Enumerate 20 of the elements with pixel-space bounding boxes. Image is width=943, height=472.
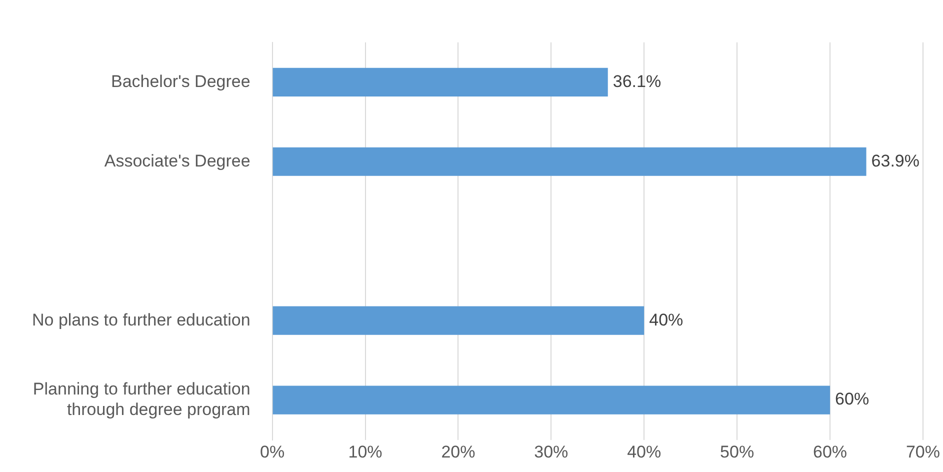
x-tick-label: 20% — [441, 442, 476, 462]
bar — [272, 68, 608, 96]
data-label: 36.1% — [612, 72, 662, 91]
y-tick-label: No plans to further education — [32, 310, 250, 330]
data-label: 63.9% — [871, 151, 920, 170]
x-tick-label: 50% — [720, 442, 754, 462]
data-label: 40% — [649, 310, 684, 330]
x-tick-label: 60% — [813, 442, 848, 462]
bar — [272, 306, 644, 335]
y-tick-label: Associate's Degree — [104, 151, 250, 170]
bar — [272, 147, 866, 176]
y-tick-label: Planning to further education through degree program — [32, 380, 250, 419]
y-tick-label: Bachelor's Degree — [110, 72, 250, 91]
x-tick-label: 40% — [627, 442, 662, 462]
data-label: 60% — [835, 390, 870, 409]
x-tick-label: 30% — [534, 442, 568, 462]
x-tick-label: 0% — [260, 442, 285, 462]
x-tick-label: 10% — [348, 442, 382, 462]
bar — [272, 386, 830, 414]
x-tick-label: 70% — [906, 442, 940, 462]
